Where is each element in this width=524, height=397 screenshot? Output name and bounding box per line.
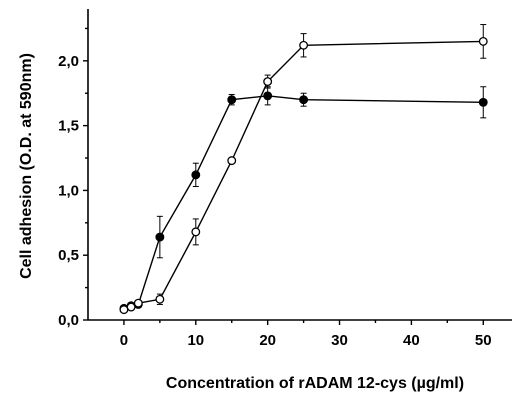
data-point [133,298,143,308]
series-1 [119,86,488,313]
x-tick-label: 50 [475,332,492,349]
data-point [155,294,165,304]
x-tick-label: 10 [187,332,204,349]
x-tick-label: 30 [331,332,348,349]
axes: 0,0 0,5 1,0 1,5 2,0 0 10 20 30 40 50 [58,9,512,349]
data-point [263,91,273,101]
data-point [263,77,273,87]
y-tick-label: 0,5 [58,247,79,264]
data-point [299,95,309,105]
data-point [191,170,201,180]
series-line [123,95,484,309]
data-point [126,302,136,312]
data-point [478,36,488,46]
data-point [227,95,237,105]
x-tick-label: 0 [120,332,128,349]
y-tick-label: 2,0 [58,53,79,70]
series-line [123,40,484,311]
y-tick-label: 1,5 [58,118,79,135]
data-point [155,232,165,242]
y-tick-label: 0,0 [58,312,79,329]
y-tick-label: 1,0 [58,182,79,199]
x-tick-label: 40 [403,332,420,349]
data-point [119,305,129,315]
data-point [227,156,237,166]
data-point [191,227,201,237]
y-axis-label: Cell adhesion (O.D. at 590nm) [18,53,35,279]
x-axis-label: Concentration of rADAM 12-cys (µg/ml) [166,375,464,392]
series-layer [119,24,488,315]
x-tick-label: 20 [259,332,276,349]
series-2 [119,24,488,315]
data-point [299,40,309,50]
data-point [478,97,488,107]
